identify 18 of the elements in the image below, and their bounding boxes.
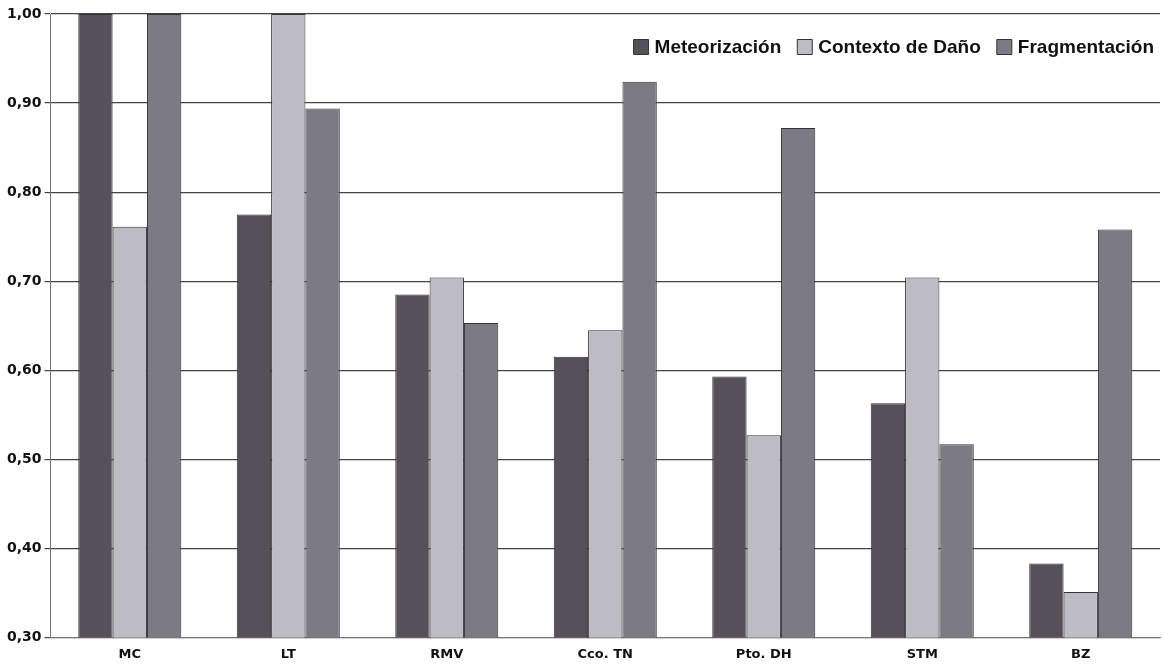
x-tick-label: MC (118, 645, 142, 661)
x-tick-label: Cco. TN (577, 645, 633, 661)
y-tick-label: 0,60 (7, 360, 42, 377)
x-tick-label: Pto. DH (735, 645, 792, 661)
legend-label: Fragmentación (1017, 36, 1155, 58)
y-tick-label: 0,80 (7, 182, 42, 199)
x-tick-label: LT (280, 645, 296, 661)
x-tick-label: BZ (1071, 645, 1091, 661)
y-tick-label: 0,40 (7, 538, 42, 555)
y-tick-label: 0,50 (7, 449, 42, 466)
y-tick-label: 0,90 (7, 93, 42, 110)
y-tick-label: 1,00 (7, 4, 42, 21)
legend-label: Meteorización (654, 36, 782, 58)
y-tick-label: 0,30 (7, 628, 42, 645)
x-tick-label: RMV (430, 645, 464, 661)
x-tick-label: STM (906, 645, 938, 661)
legend-label: Contexto de Daño (818, 36, 981, 58)
y-tick-label: 0,70 (7, 271, 42, 288)
